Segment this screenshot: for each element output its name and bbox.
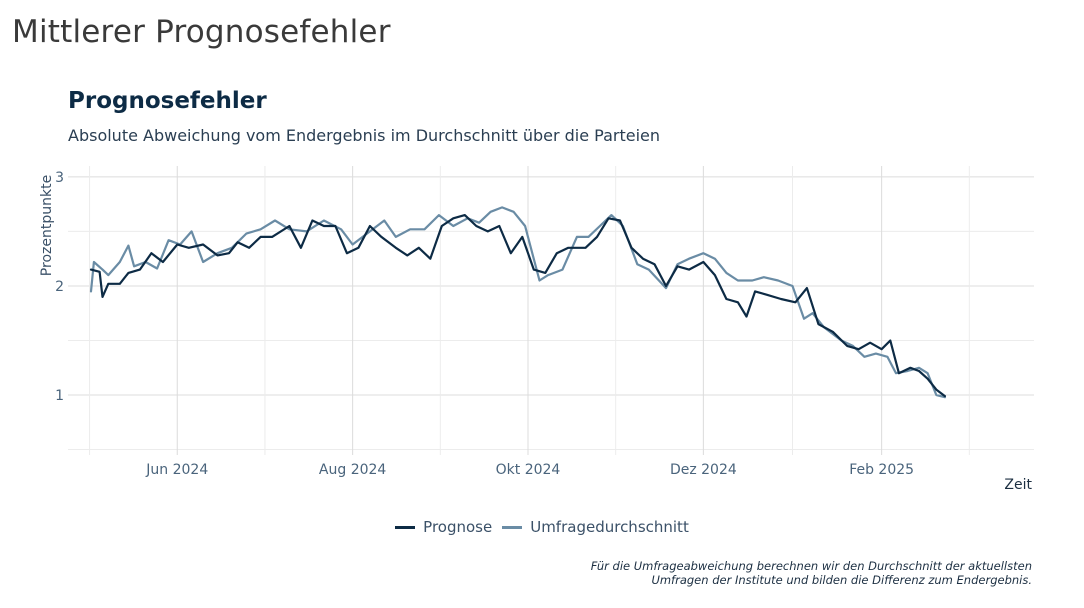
footnote: Für die Umfrageabweichung berechnen wir …: [591, 559, 1032, 587]
x-tick-label: Aug 2024: [319, 462, 387, 478]
y-tick-label: 3: [55, 170, 64, 186]
x-tick-label: Dez 2024: [670, 462, 737, 478]
y-tick-label: 1: [55, 388, 64, 404]
y-tick-label: 2: [55, 279, 64, 295]
footnote-line-1: Für die Umfrageabweichung berechnen wir …: [590, 559, 1032, 573]
legend-swatch-prognose: [395, 525, 416, 529]
legend-label-umfragedurchschnitt: Umfragedurchschnitt: [530, 518, 689, 536]
series-line-umfragedurchschnitt: [89, 206, 946, 399]
legend-item-prognose: Prognose: [395, 518, 492, 536]
series-line-prognose: [89, 214, 946, 398]
series-lines: [89, 206, 946, 399]
x-tick-label: Okt 2024: [496, 462, 561, 478]
footnote-line-2: Umfragen der Institute und bilden die Di…: [651, 573, 1032, 587]
chart-subtitle: Absolute Abweichung vom Endergebnis im D…: [68, 126, 661, 145]
legend-item-umfragedurchschnitt: Umfragedurchschnitt: [502, 518, 689, 536]
legend-label-prognose: Prognose: [423, 518, 493, 536]
chart-title: Prognosefehler: [68, 88, 267, 114]
legend: Prognose Umfragedurchschnitt: [0, 518, 1084, 536]
grid: [68, 166, 1034, 455]
y-axis-title: Prozentpunkte: [39, 175, 55, 276]
x-axis-title: Zeit: [1004, 477, 1032, 493]
x-tick-label: Jun 2024: [145, 462, 208, 478]
legend-swatch-umfragedurchschnitt: [502, 525, 523, 529]
axes: 1 2 3 Jun 2024 Aug 2024 Okt 2024 Dez 2024 Feb 2…: [39, 170, 1033, 493]
x-tick-label: Feb 2025: [849, 462, 914, 478]
page-title: Mittlerer Prognosefehler: [12, 14, 391, 50]
